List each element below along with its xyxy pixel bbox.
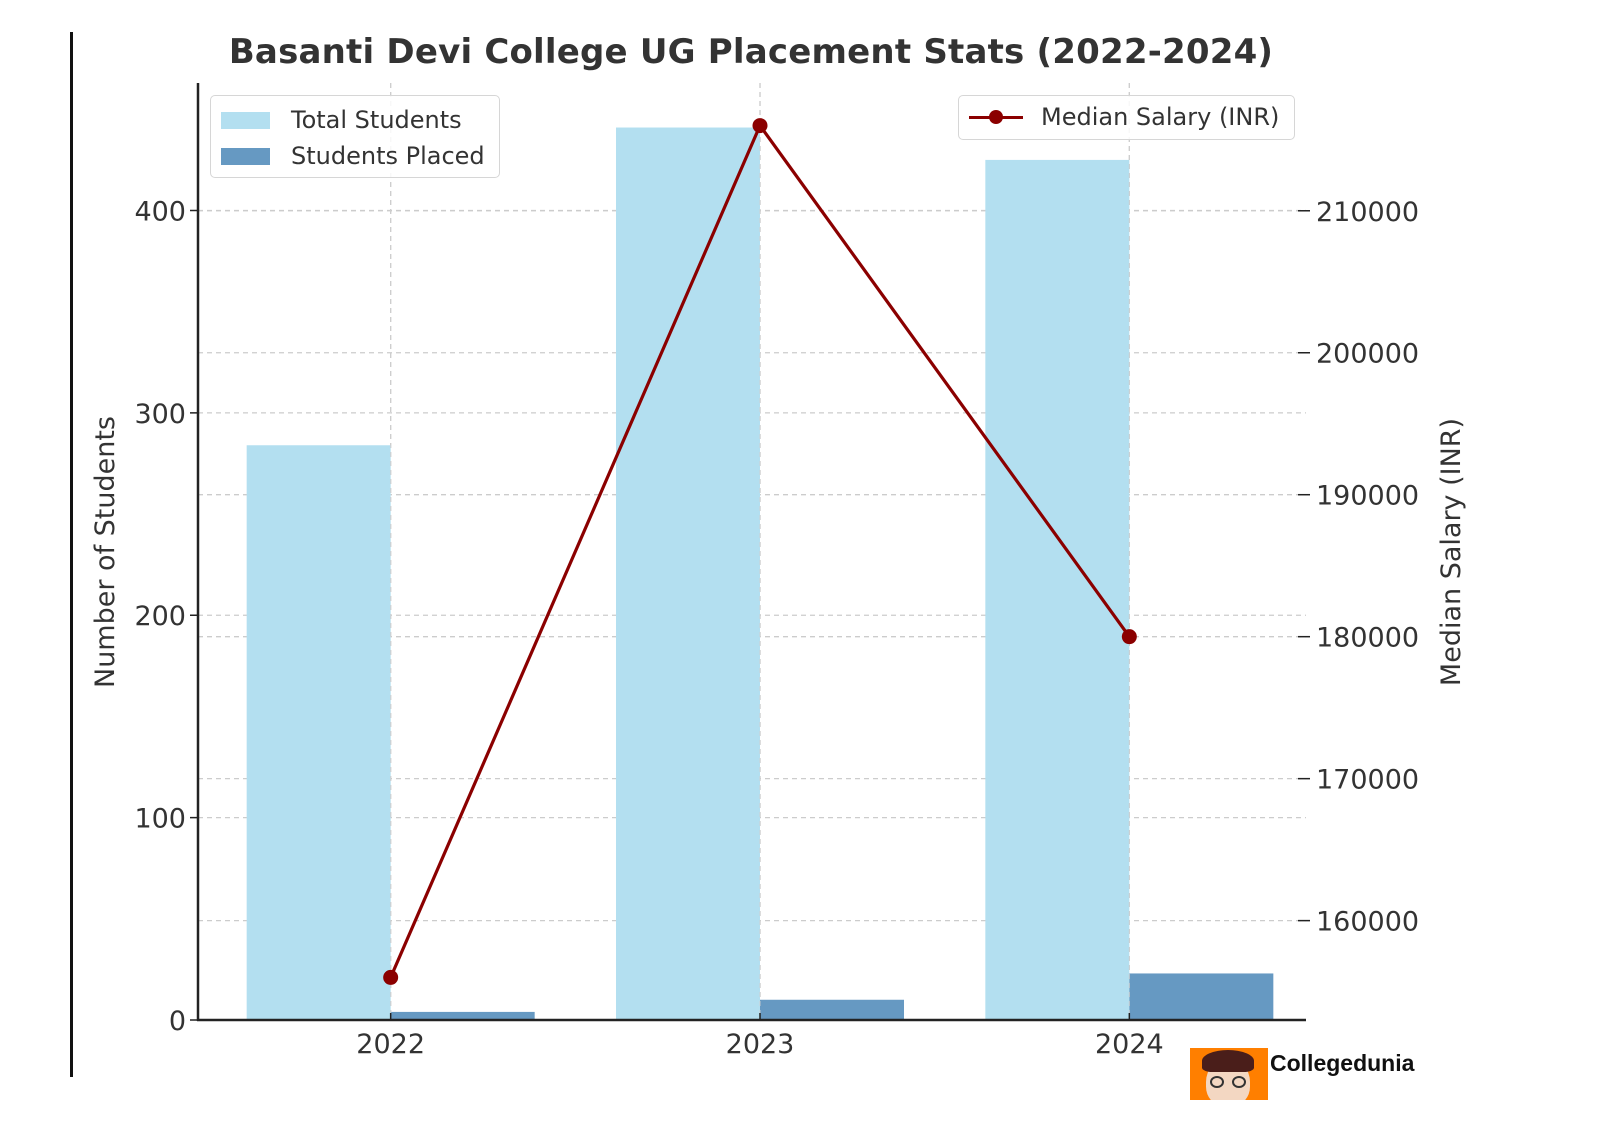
legend-item-median-salary: Median Salary (INR) [969,102,1284,132]
collegedunia-logo-icon [1190,1048,1268,1100]
chart-title: Basanti Devi College UG Placement Stats … [228,32,1274,72]
median-salary-marker [752,118,768,134]
tick-label: 160000 [1316,907,1419,938]
left-border-rule [70,32,73,1077]
students-placed-swatch [221,147,270,165]
left-axis-label: Number of Students [90,416,121,688]
right-axis-ticks: 160000 170000 180000 190000 200000 210000 [1298,197,1419,938]
tick-label: 170000 [1316,765,1419,796]
bar-students-placed [760,999,904,1020]
watermark-text: Collegedunia [1270,1049,1415,1076]
bar-total-students [616,127,760,1020]
tick-label: 400 [134,196,186,227]
median-salary-marker [1121,629,1137,645]
bar-students-placed [390,1011,535,1020]
legend-label: Students Placed [291,142,485,170]
tick-label: 0 [169,1006,186,1037]
legend-line: Median Salary (INR) [958,95,1295,140]
tick-label: 2023 [726,1029,795,1060]
line-marker-icon [969,107,1023,127]
tick-label: 180000 [1316,623,1419,654]
legend-label: Total Students [291,106,462,134]
tick-label: 200 [134,601,186,632]
legend-item-students-placed: Students Placed [221,138,489,174]
legend-label: Median Salary (INR) [1041,103,1280,131]
legend-bars: Total Students Students Placed [210,95,500,178]
collegedunia-watermark: Collegedunia [1190,1048,1414,1100]
legend-item-total-students: Total Students [221,102,489,138]
axes [196,83,1306,1022]
tick-label: 2022 [356,1029,425,1060]
line-series [383,118,1137,985]
bar-series [246,83,1274,1020]
total-students-swatch [221,111,270,129]
tick-label: 2024 [1095,1029,1164,1060]
tick-label: 300 [134,399,186,430]
tick-label: 210000 [1316,197,1419,228]
bar-total-students [985,159,1130,1020]
tick-label: 100 [134,804,186,835]
tick-label: 190000 [1316,481,1419,512]
right-axis-label: Median Salary (INR) [1436,418,1467,686]
left-axis-ticks: 0 100 200 300 400 [134,196,198,1037]
x-axis-ticks: 2022 2023 2024 [356,1013,1164,1060]
median-salary-marker [383,969,399,985]
tick-label: 200000 [1316,339,1419,370]
bar-students-placed [1129,973,1274,1020]
bar-total-students [246,445,391,1020]
